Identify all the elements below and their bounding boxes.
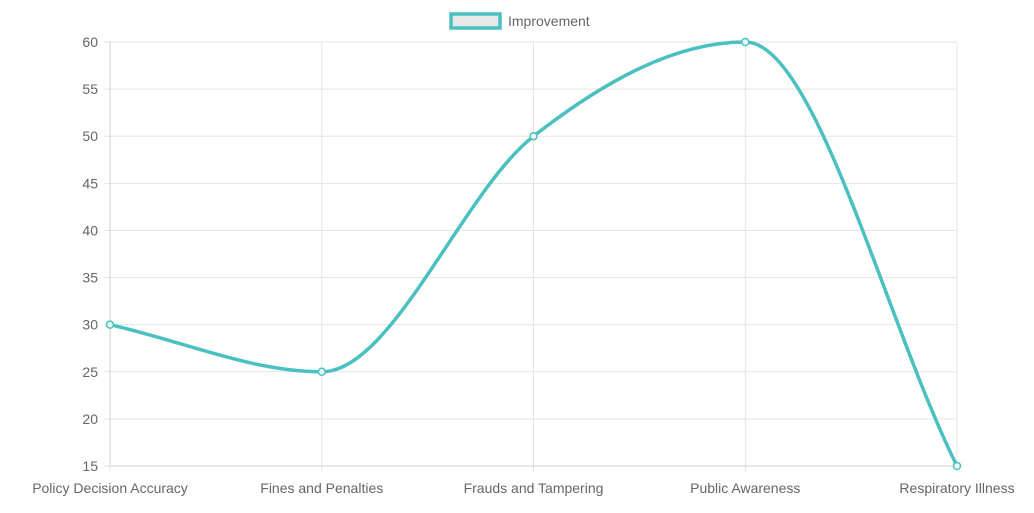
- x-tick-label: Fines and Penalties: [260, 480, 383, 496]
- axes: 15 20 25 30 35 40 45 50 55 60 Policy Decision Accu…: [32, 34, 1014, 496]
- y-tick-label: 50: [82, 128, 98, 144]
- data-point[interactable]: [741, 37, 750, 47]
- y-tick-label: 35: [82, 270, 98, 286]
- data-point[interactable]: [317, 367, 326, 377]
- y-tick-label: 55: [82, 81, 98, 97]
- series-group: [105, 37, 962, 471]
- y-tick-label: 20: [82, 411, 98, 427]
- legend[interactable]: Improvement: [449, 12, 590, 30]
- y-tick-label: 30: [82, 317, 98, 333]
- x-tick-label: Respiratory Illness: [899, 480, 1014, 496]
- y-tick-label: 60: [82, 34, 98, 50]
- y-tick-label: 25: [82, 364, 98, 380]
- y-tick-label: 40: [82, 222, 98, 238]
- x-tick-label: Public Awareness: [690, 480, 800, 496]
- data-point[interactable]: [105, 320, 115, 329]
- y-tick-label: 45: [82, 175, 98, 191]
- y-tick-label: 15: [82, 458, 98, 474]
- data-point[interactable]: [529, 131, 538, 141]
- legend-swatch: [449, 12, 502, 30]
- series-line-improvement: [109, 40, 959, 467]
- data-point[interactable]: [952, 461, 962, 471]
- legend-item[interactable]: Improvement: [449, 12, 590, 30]
- x-tick-label: Frauds and Tampering: [464, 480, 604, 496]
- grid-lines: [104, 41, 958, 472]
- legend-label: Improvement: [508, 13, 590, 29]
- x-tick-label: Policy Decision Accuracy: [32, 480, 188, 496]
